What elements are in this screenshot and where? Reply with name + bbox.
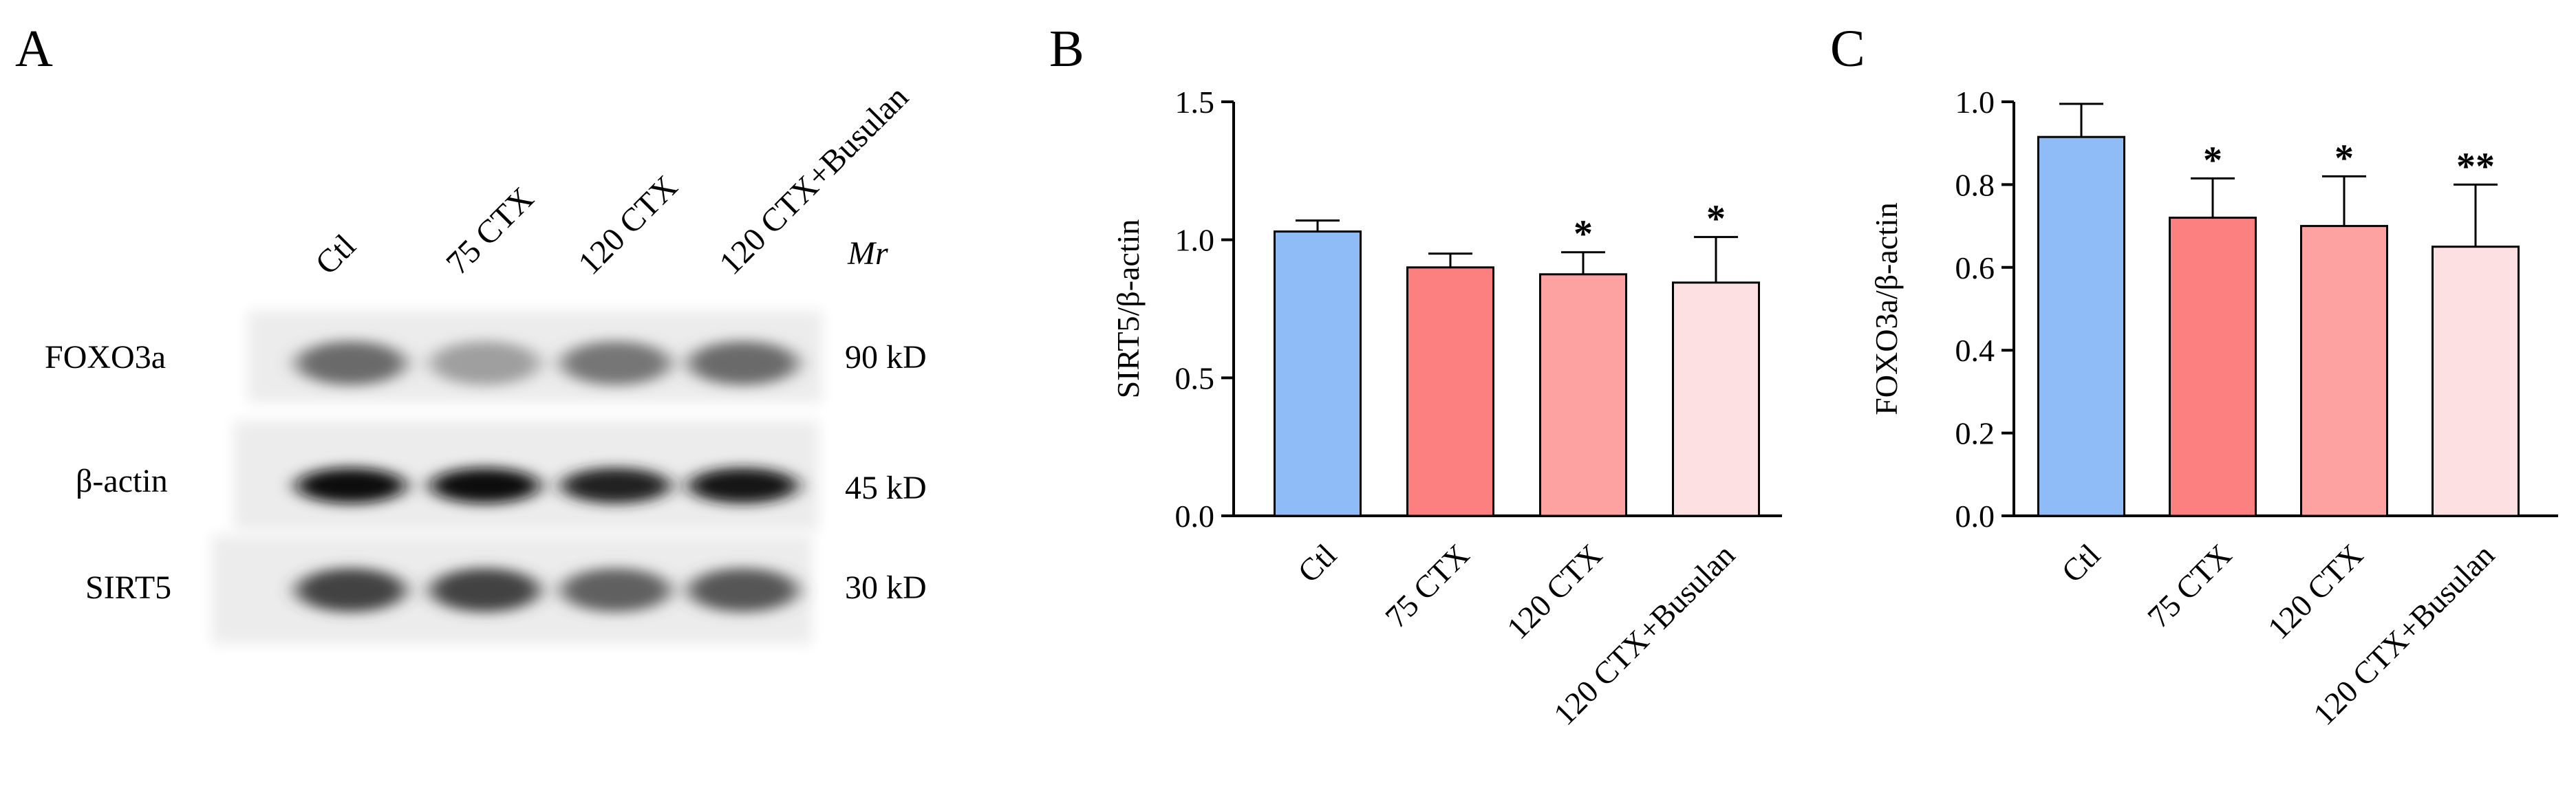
band-b-actin-ctl xyxy=(296,468,406,503)
mr-header: Mr xyxy=(847,235,888,272)
foxo3a-y-tick-label: 0.6 xyxy=(1955,250,1995,285)
foxo3a-bar xyxy=(2037,135,2125,517)
foxo3a-bar xyxy=(2300,225,2388,517)
foxo3a-x-tick-label: 75 CTX xyxy=(2140,537,2238,635)
sirt5-y-tick-label: 1.5 xyxy=(1175,85,1215,120)
foxo3a-significance: ** xyxy=(2456,145,2495,188)
lane-label-120ctx: 120 CTX xyxy=(571,169,685,282)
sirt5-y-tick-label: 0.5 xyxy=(1175,360,1215,395)
panel-b: B SIRT5/β-actin 0.0 0.5 1.0 1.5 Ctl 75 CTX * 120… xyxy=(1049,20,1782,732)
band-foxo3a-75ctx xyxy=(430,341,540,385)
sirt5-significance: * xyxy=(1574,213,1593,256)
band-sirt5-120ctx xyxy=(561,568,671,612)
sirt5-bar xyxy=(1672,281,1760,517)
band-b-actin-120ctx xyxy=(561,468,671,503)
sirt5-x-tick-label: 120 CTX xyxy=(1500,537,1609,646)
band-b-actin-120ctx-busulan xyxy=(688,468,798,503)
mr-sirt5: 30 kD xyxy=(845,569,927,606)
foxo3a-y-tick-label: 1.0 xyxy=(1955,85,1995,120)
foxo3a-bar xyxy=(2169,217,2257,517)
sirt5-x-tick-label: 75 CTX xyxy=(1378,537,1476,635)
sirt5-x-tick-label: Ctl xyxy=(1291,537,1343,589)
row-label-b-actin: β-actin xyxy=(76,463,168,499)
band-foxo3a-120ctx-busulan xyxy=(688,341,798,385)
sirt5-bar xyxy=(1274,230,1362,517)
foxo3a-significance: * xyxy=(2203,139,2222,182)
blot-bands xyxy=(296,341,798,612)
sirt5-bar xyxy=(1539,273,1627,517)
foxo3a-y-tick-label: 0.8 xyxy=(1955,167,1995,202)
lane-label-ctl: Ctl xyxy=(308,228,363,282)
panel-a-letter: A xyxy=(15,20,53,78)
foxo3a-y-axis-label: FOXO3a/β-actin xyxy=(1869,202,1904,415)
mr-foxo3a: 90 kD xyxy=(845,339,927,376)
row-label-sirt5: SIRT5 xyxy=(85,569,171,606)
panel-b-letter: B xyxy=(1049,20,1084,78)
panel-a: A Ctl 75 CTX 120 CTX 120 CTX+Busulan Mr … xyxy=(15,20,927,644)
sirt5-y-axis-label: SIRT5/β-actin xyxy=(1110,219,1146,399)
foxo3a-x-tick-label: Ctl xyxy=(2054,537,2107,589)
panel-c-letter: C xyxy=(1830,20,1865,78)
sirt5-significance: * xyxy=(1706,198,1726,241)
band-sirt5-120ctx-busulan xyxy=(688,568,798,612)
band-foxo3a-ctl xyxy=(296,341,406,385)
sirt5-y-tick-label: 1.0 xyxy=(1175,223,1215,258)
band-sirt5-ctl xyxy=(296,568,406,612)
sirt5-bar xyxy=(1406,266,1494,517)
foxo3a-y-tick-label: 0.4 xyxy=(1955,333,1995,368)
chart-sirt5: SIRT5/β-actin 0.0 0.5 1.0 1.5 Ctl 75 CTX * 120 C… xyxy=(1110,85,1782,732)
panel-c: C FOXO3a/β-actin 0.0 0.2 0.4 0.6 0.8 1.0 Ctl * 75… xyxy=(1830,20,2558,732)
foxo3a-significance: * xyxy=(2334,137,2354,180)
band-b-actin-75ctx xyxy=(430,468,540,503)
band-foxo3a-120ctx xyxy=(561,341,671,385)
foxo3a-y-tick-label: 0.2 xyxy=(1955,416,1995,451)
foxo3a-y-tick-label: 0.0 xyxy=(1955,499,1995,534)
sirt5-y-tick-label: 0.0 xyxy=(1175,499,1215,534)
foxo3a-x-tick-label: 120 CTX xyxy=(2261,537,2370,646)
band-sirt5-75ctx xyxy=(430,568,540,612)
chart-foxo3a: FOXO3a/β-actin 0.0 0.2 0.4 0.6 0.8 1.0 Ctl * 75 C… xyxy=(1869,85,2558,732)
row-label-foxo3a: FOXO3a xyxy=(45,339,166,376)
mr-b-actin: 45 kD xyxy=(845,470,927,506)
lane-label-75ctx: 75 CTX xyxy=(439,180,541,282)
foxo3a-bar xyxy=(2432,246,2520,517)
